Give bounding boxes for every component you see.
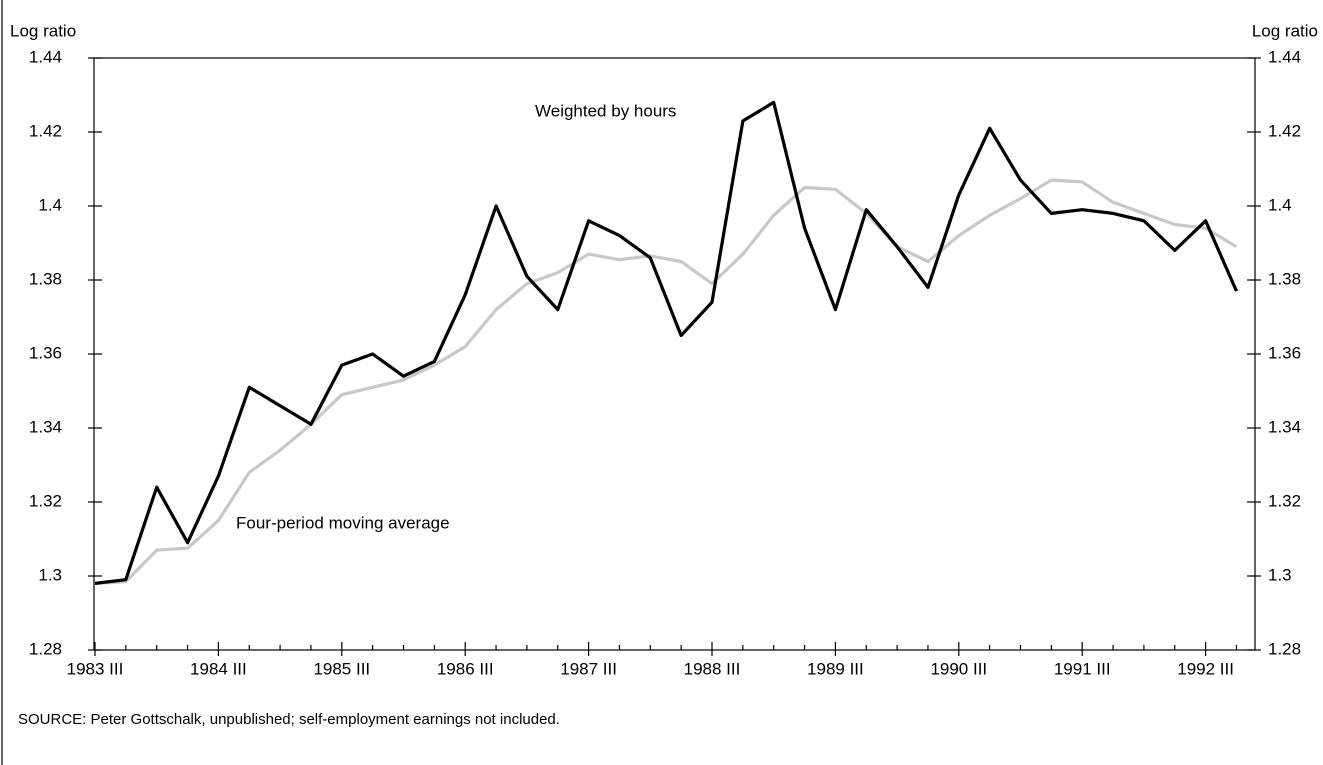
y2-tick-label: 1.42	[1268, 121, 1301, 140]
x-tick-label: 1989 III	[807, 659, 864, 678]
y-tick-label: 1.3	[38, 565, 62, 584]
x-tick-label: 1987 III	[560, 659, 617, 678]
plot-frame	[93, 57, 1256, 651]
series-label: Four-period moving average	[236, 513, 450, 532]
x-tick-label: 1990 III	[930, 659, 987, 678]
y2-tick-label: 1.28	[1268, 639, 1301, 658]
y-axis-label: Log ratio	[10, 21, 76, 40]
y2-tick-label: 1.38	[1268, 269, 1301, 288]
series-label: Weighted by hours	[535, 101, 676, 120]
y-tick-label: 1.28	[29, 639, 62, 658]
y2-tick-label: 1.32	[1268, 491, 1301, 510]
series-line	[94, 100, 1238, 585]
y-tick-label: 1.4	[38, 195, 62, 214]
x-tick-label: 1984 III	[190, 659, 247, 678]
y2-tick-label: 1.4	[1268, 195, 1292, 214]
x-tick-label: 1991 III	[1054, 659, 1111, 678]
x-tick-label: 1986 III	[437, 659, 494, 678]
y-tick-label: 1.36	[29, 343, 62, 362]
y-tick-label: 1.34	[29, 417, 62, 436]
y2-tick-label: 1.44	[1268, 47, 1301, 66]
x-tick-label: 1992 III	[1177, 659, 1234, 678]
x-tick-label: 1985 III	[313, 659, 370, 678]
y-tick-label: 1.44	[29, 47, 62, 66]
x-tick-label: 1983 III	[67, 659, 124, 678]
y2-axis-label: Log ratio	[1252, 21, 1318, 40]
source-note: SOURCE: Peter Gottschalk, unpublished; s…	[18, 711, 560, 728]
y2-tick-label: 1.34	[1268, 417, 1301, 436]
y2-tick-label: 1.3	[1268, 565, 1292, 584]
y-tick-label: 1.32	[29, 491, 62, 510]
y-tick-label: 1.38	[29, 269, 62, 288]
y2-tick-label: 1.36	[1268, 343, 1301, 362]
y-tick-label: 1.42	[29, 121, 62, 140]
x-tick-label: 1988 III	[684, 659, 741, 678]
series-line	[94, 178, 1238, 585]
